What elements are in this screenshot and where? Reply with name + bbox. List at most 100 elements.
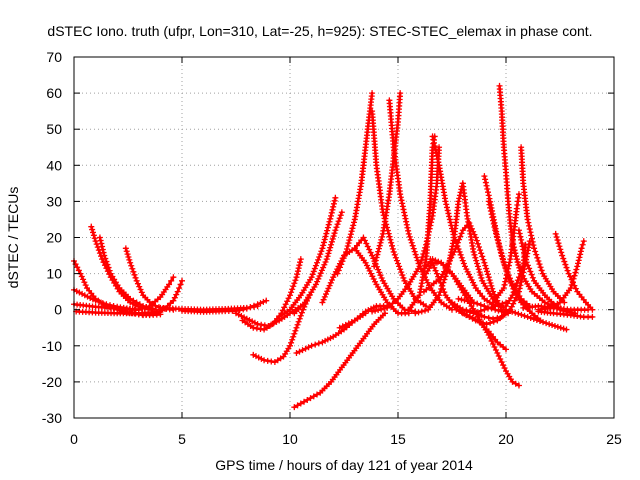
data-point [468,225,475,232]
data-point [411,248,418,255]
data-point [326,247,333,254]
data-point [292,327,299,334]
data-point [507,279,514,286]
data-point [509,241,516,248]
data-point [494,314,501,321]
data-point [477,272,484,279]
data-point [417,260,424,267]
data-point [485,192,492,199]
data-point [391,251,398,258]
data-point [371,258,378,265]
data-point [555,240,562,247]
data-point [330,203,337,210]
data-point [422,307,428,314]
data-point [400,274,407,281]
data-point [498,308,505,315]
data-point [490,340,497,347]
data-point [328,209,335,216]
data-point [478,274,485,281]
data-point [342,321,349,328]
data-point [485,331,492,338]
data-point [315,275,322,282]
data-point [554,323,561,330]
data-point [557,246,564,253]
data-point [260,298,267,305]
data-point [332,194,339,201]
data-point [307,395,314,402]
data-point [348,318,355,325]
data-point [496,243,503,250]
data-point [378,275,385,282]
data-point [503,306,509,313]
data-point [553,233,560,240]
y-axis-label: dSTEC / TECUs [5,187,21,289]
data-point [536,261,543,268]
data-point [452,245,459,252]
data-point [514,277,521,284]
data-point [349,225,356,232]
data-point [294,402,301,409]
data-point [123,248,130,255]
data-point [374,251,381,258]
data-point [320,264,327,271]
y-tick-label: 60 [46,85,62,101]
data-point [125,253,132,260]
data-point [477,247,484,254]
data-point [137,286,144,293]
data-point [520,246,527,253]
data-point [467,298,474,305]
data-point [418,257,425,264]
data-point [515,288,522,295]
data-point [404,224,411,231]
data-point [530,315,537,322]
data-point [498,359,505,366]
data-point [344,243,351,250]
data-point [517,267,524,274]
data-point [98,240,105,247]
data-point [515,261,522,268]
data-point [384,224,391,231]
data-point [472,317,479,324]
series-arc-52 [520,303,592,313]
series-arc-31 [459,180,507,311]
data-point [337,212,344,219]
data-point [240,306,247,313]
data-point [338,209,345,216]
data-point [487,319,494,326]
data-point [464,298,471,305]
data-point [456,248,463,255]
data-point [130,268,137,275]
data-point [508,303,515,310]
data-point [312,281,319,288]
data-point [327,244,334,251]
data-point [470,248,477,255]
series-arc-50 [503,306,570,333]
data-point [236,307,243,314]
data-point [485,189,491,196]
data-point [400,206,407,213]
data-point [466,271,473,278]
data-point [527,229,534,236]
data-point [376,269,383,276]
data-point [487,208,494,215]
data-point [574,263,581,270]
data-point [427,256,434,263]
data-point [99,243,106,250]
data-point [506,259,513,266]
data-point [474,240,481,247]
data-point [373,254,380,261]
data-point [314,391,320,398]
data-point [497,249,504,256]
data-point [493,233,500,240]
data-point [99,300,106,307]
data-point [524,313,531,320]
data-point [476,243,482,250]
data-point [471,231,478,238]
x-tick-label: 25 [606,431,622,447]
data-point [330,233,337,240]
data-point [75,267,82,274]
data-point [318,248,325,255]
data-point [502,278,509,285]
data-point [524,216,531,223]
data-point [513,280,520,287]
